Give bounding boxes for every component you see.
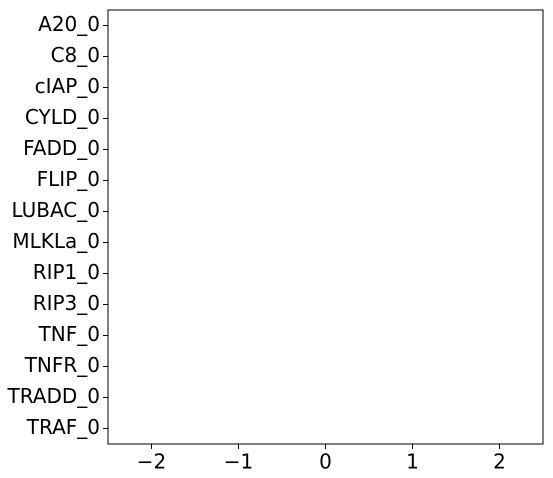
x-tick-label: 2 [493, 450, 506, 474]
y-tick-label: LUBAC_0 [11, 198, 100, 222]
y-tick-label: cIAP_0 [35, 74, 100, 98]
y-tick-label: FLIP_0 [37, 167, 100, 191]
y-tick-label: RIP3_0 [33, 291, 100, 315]
plot-frame [107, 9, 544, 445]
x-tick-label: 1 [406, 450, 419, 474]
y-tick-label: CYLD_0 [25, 105, 100, 129]
y-tick-label: TRAF_0 [26, 415, 100, 439]
y-tick-label: TNF_0 [38, 322, 100, 346]
x-tick-label: −2 [137, 450, 166, 474]
x-tick-label: −1 [224, 450, 253, 474]
y-tick-label: FADD_0 [23, 136, 100, 160]
y-tick-label: RIP1_0 [33, 260, 100, 284]
y-tick-label: C8_0 [51, 43, 100, 67]
y-tick-label: TRADD_0 [6, 384, 100, 408]
y-tick-label: A20_0 [38, 12, 100, 36]
x-tick-label: 0 [319, 450, 332, 474]
y-tick-label: MLKLa_0 [12, 229, 100, 253]
y-tick-label: TNFR_0 [24, 353, 100, 377]
